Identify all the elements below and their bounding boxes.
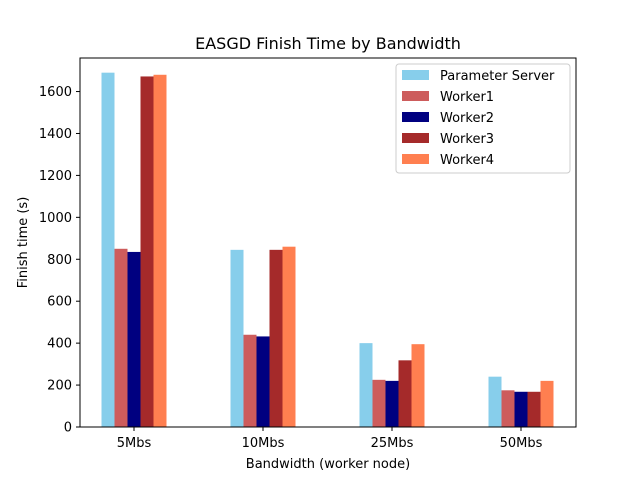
bar-worker3-50mbs	[527, 391, 541, 427]
bar-worker4-25mbs	[411, 344, 425, 427]
bar-worker3-5mbs	[140, 76, 154, 427]
legend-box	[395, 63, 571, 174]
bar-worker1-50mbs	[501, 390, 515, 427]
y-axis-ticks: 0 200 400 600 800 1000 1200 1400 1600	[39, 85, 80, 436]
legend-swatch	[402, 154, 429, 164]
x-axis-title: Bandwidth (worker node)	[246, 457, 410, 472]
legend-swatch	[402, 91, 429, 101]
bar-worker4-10mbs	[282, 246, 296, 427]
y-tick-label: 600	[47, 295, 72, 310]
bar-worker2-50mbs	[514, 391, 528, 427]
chart-title: EASGD Finish Time by Bandwidth	[195, 34, 461, 53]
bar-parameter-server-10mbs	[230, 249, 244, 427]
y-tick-label: 1600	[39, 85, 72, 100]
bar-worker3-10mbs	[269, 249, 283, 427]
legend-label: Worker2	[440, 111, 494, 126]
legend-swatch	[402, 133, 429, 143]
bar-worker1-10mbs	[243, 334, 257, 427]
bar-parameter-server-50mbs	[488, 376, 502, 427]
x-axis-ticks: 5Mbs 10Mbs 25Mbs 50Mbs	[117, 427, 543, 451]
bar-worker4-50mbs	[540, 380, 554, 427]
y-tick-label: 1000	[39, 211, 72, 226]
bar-worker2-5mbs	[127, 251, 141, 427]
x-tick-label: 10Mbs	[242, 436, 285, 451]
bar-worker1-25mbs	[372, 379, 386, 427]
y-tick-label: 1400	[39, 127, 72, 142]
y-tick-label: 0	[64, 421, 72, 436]
legend-label: Parameter Server	[440, 69, 555, 84]
y-tick-label: 800	[47, 253, 72, 268]
y-axis-title: Finish time (s)	[16, 197, 31, 289]
legend-label: Worker3	[440, 132, 494, 147]
bar-worker2-25mbs	[385, 380, 399, 427]
legend-swatch	[402, 112, 429, 122]
x-tick-label: 5Mbs	[117, 436, 152, 451]
bar-parameter-server-25mbs	[359, 343, 373, 427]
y-tick-label: 1200	[39, 169, 72, 184]
legend-label: Worker1	[440, 90, 494, 105]
y-tick-label: 200	[47, 379, 72, 394]
x-tick-label: 25Mbs	[371, 436, 414, 451]
legend: Parameter Server Worker1 Worker2 Worker3 Wor…	[395, 63, 571, 174]
bar-worker3-25mbs	[398, 360, 412, 427]
bar-worker1-5mbs	[114, 248, 128, 427]
bar-parameter-server-5mbs	[101, 72, 115, 427]
bars-group	[101, 72, 554, 427]
x-tick-label: 50Mbs	[500, 436, 543, 451]
legend-swatch	[402, 70, 429, 80]
legend-label: Worker4	[440, 153, 494, 168]
bar-worker4-5mbs	[153, 74, 167, 427]
y-tick-label: 400	[47, 337, 72, 352]
plot-frame	[79, 57, 577, 428]
bar-worker2-10mbs	[256, 336, 270, 427]
